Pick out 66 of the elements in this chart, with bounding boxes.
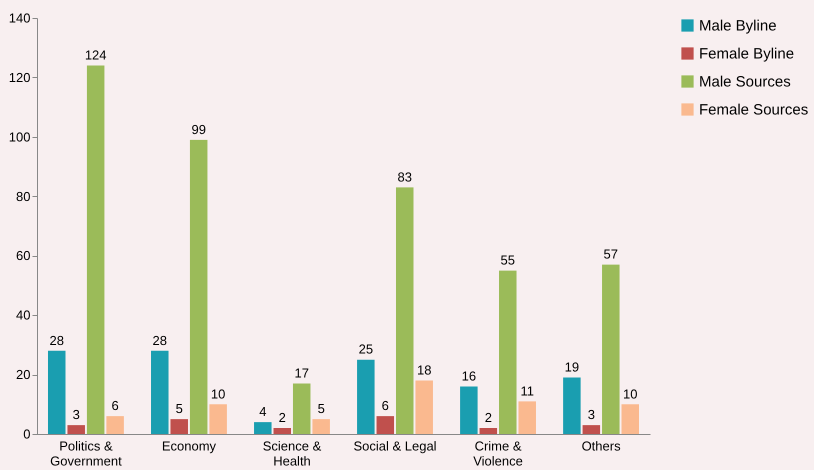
data-label: 28 [152,332,168,348]
x-tick-label: Politics & Government [50,438,122,468]
y-tick-label: 100 [8,129,30,144]
bar [170,419,188,434]
y-tick-label: 140 [8,10,30,26]
data-label: 19 [564,360,580,375]
y-tick-label: 40 [16,308,30,323]
bar [563,378,581,434]
y-tick-label: 60 [16,248,30,264]
data-label: 18 [416,362,432,378]
bar [274,428,292,434]
data-label: 99 [191,122,206,137]
data-label: 57 [604,246,618,262]
y-tick-label: 0 [23,426,30,442]
data-label: 5 [318,401,325,416]
legend-label: Male Sources [699,74,791,90]
data-label: 3 [588,407,595,422]
data-label: 3 [72,407,80,422]
y-tick-label: 120 [8,70,30,85]
bar [376,416,394,434]
legend-label: Female Byline [699,46,794,62]
bar [415,380,433,434]
data-label: 17 [294,365,309,380]
x-tick-label: Economy [162,438,217,454]
bar [312,419,330,434]
bar [582,425,600,434]
x-tick-label: Crime & Violence [473,438,523,468]
bar [396,187,414,434]
bar [621,404,640,434]
bar [460,386,478,434]
data-label: 16 [462,368,476,384]
data-label: 28 [50,332,64,348]
bar [48,350,66,434]
bar [106,416,124,434]
bar [67,425,85,434]
data-label: 83 [398,169,412,184]
bar [292,383,310,434]
data-label: 25 [358,342,374,357]
data-label: 6 [382,398,389,414]
bar [209,404,227,434]
bar [254,422,272,434]
bar [86,66,104,434]
data-label: 55 [500,252,515,268]
bar [357,360,375,434]
data-label: 10 [623,386,638,402]
x-tick-label: Others [582,438,622,454]
data-label: 2 [278,410,286,426]
x-tick-label: Social & Legal [353,438,437,454]
bar [190,140,208,434]
bar [499,270,517,434]
bar [480,428,498,434]
data-label: 2 [484,410,492,426]
data-label: 11 [520,383,534,398]
bar [602,264,620,434]
data-label: 5 [176,401,183,416]
y-tick-label: 80 [16,188,30,204]
bar [518,401,536,434]
data-label: 6 [112,398,119,414]
bar [151,350,169,434]
legend-label: Female Sources [699,102,808,118]
data-label: 10 [210,386,226,402]
x-tick-label: Science & Health [262,438,322,468]
data-label: 124 [84,48,107,63]
data-label: 4 [259,404,266,420]
y-tick-label: 20 [16,367,30,382]
legend-label: Male Byline [699,18,777,34]
